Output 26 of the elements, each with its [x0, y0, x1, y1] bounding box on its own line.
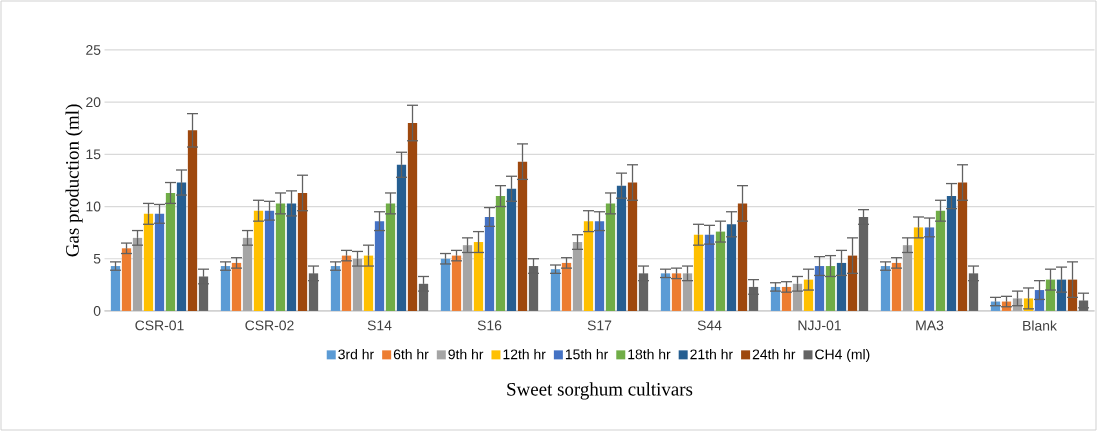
legend-label: 6th hr: [393, 349, 429, 360]
legend-label: 18th hr: [628, 349, 671, 360]
legend-label: 9th hr: [448, 349, 484, 360]
x-tick-label: S17: [587, 320, 612, 331]
y-tick-label: 0: [93, 305, 101, 316]
y-tick-label: 10: [86, 201, 101, 212]
y-tick-label: 25: [86, 44, 101, 55]
legend-label: CH4 (ml): [815, 349, 870, 363]
legend-label: 15th hr: [565, 349, 609, 360]
y-tick-label: 20: [86, 97, 101, 108]
legend-label: 12th hr: [503, 349, 546, 360]
y-tick-label: 15: [86, 149, 101, 160]
x-tick-label: S14: [367, 320, 392, 331]
x-tick-label: CSR-01: [135, 320, 184, 331]
legend-label: 3rd hr: [338, 349, 374, 360]
y-tick-label: 5: [93, 253, 101, 264]
x-tick-label: S44: [697, 320, 722, 331]
x-tick-label: Blank: [1023, 320, 1057, 331]
x-axis-title: Sweet sorghum cultivars: [507, 382, 693, 400]
legend-label: 21th hr: [690, 349, 733, 360]
x-tick-label: NJJ-01: [798, 320, 841, 331]
legend-label: 24th hr: [752, 349, 796, 360]
x-tick-label: CSR-02: [245, 320, 294, 331]
x-tick-label: S16: [477, 320, 502, 331]
x-tick-label: MA3: [916, 320, 944, 331]
y-axis-title: Gas production (ml): [65, 104, 83, 257]
